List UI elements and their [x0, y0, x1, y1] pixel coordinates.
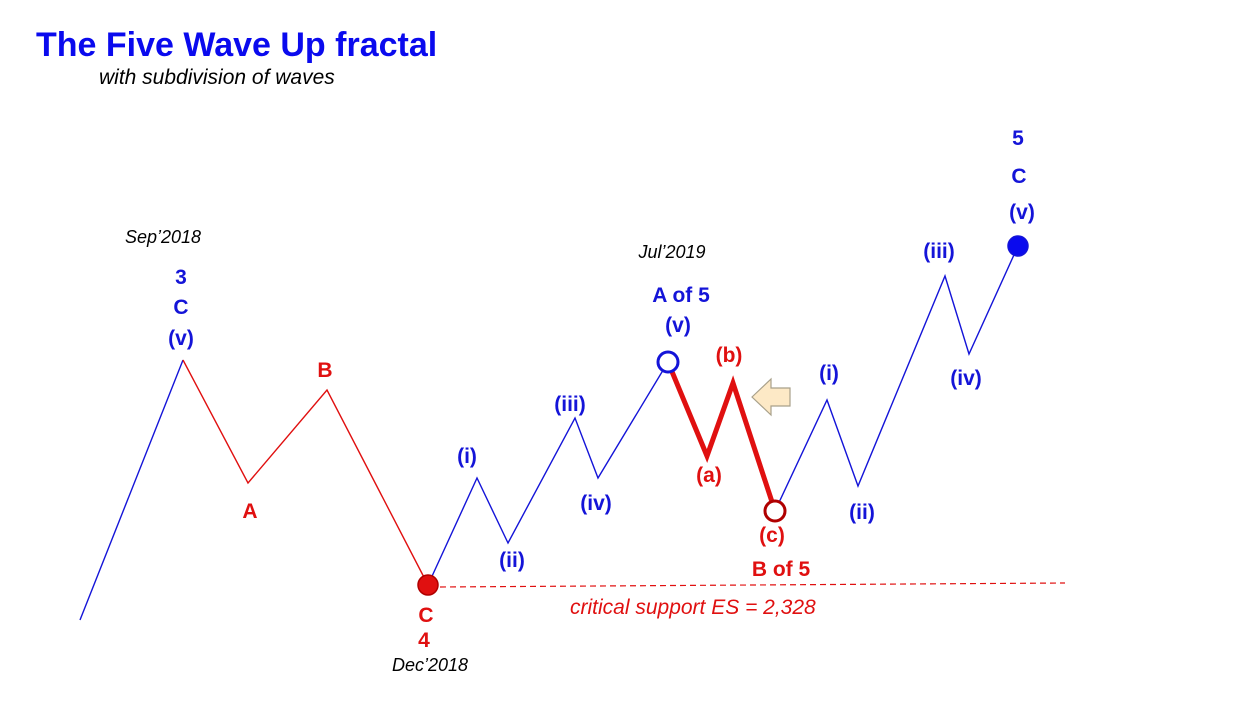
- wave-4-marker: [417, 574, 439, 596]
- label-c-iv: (iv): [950, 367, 982, 390]
- label-red-a: (a): [696, 464, 722, 487]
- label-wave-3-v: (v): [168, 327, 194, 350]
- wave-a-of-5-marker: [656, 350, 680, 374]
- label-b-of-5: B of 5: [752, 558, 811, 581]
- wave-5-marker: [1007, 235, 1029, 257]
- label-c-iii: (iii): [923, 240, 955, 263]
- support-label: critical support ES = 2,328: [570, 596, 816, 619]
- diagram-title: The Five Wave Up fractal: [36, 26, 437, 64]
- left-arrow-icon: [751, 377, 791, 417]
- label-red-c: (c): [759, 524, 785, 547]
- label-a-of-5: A of 5: [652, 284, 710, 307]
- label-red-b: (b): [716, 344, 743, 367]
- label-wave-5-v: (v): [1009, 201, 1035, 224]
- label-corr-b: B: [317, 359, 332, 382]
- label-wave-5: 5: [1012, 127, 1024, 150]
- support-line: [439, 582, 1066, 588]
- date-sep2018: Sep’2018: [125, 227, 201, 247]
- wave-c-of-5-leg: [774, 245, 1019, 512]
- date-dec2018: Dec’2018: [392, 655, 468, 675]
- label-wave-3: 3: [175, 266, 187, 289]
- wave-4-correction: [182, 359, 429, 586]
- label-wave-3-c: C: [173, 296, 188, 319]
- label-corr-a: A: [242, 500, 257, 523]
- label-sub-iv: (iv): [580, 492, 612, 515]
- wave-b-of-5-marker: [763, 499, 787, 523]
- label-sub-ii: (ii): [499, 549, 525, 572]
- label-wave-4: 4: [418, 629, 430, 652]
- wave-b-of-5-correction: [665, 361, 778, 512]
- label-sub-iii: (iii): [554, 393, 586, 416]
- diagram-subtitle: with subdivision of waves: [99, 66, 335, 89]
- label-wave-4-c: C: [418, 604, 433, 627]
- label-sub-i: (i): [457, 445, 477, 468]
- label-wave-5-c: C: [1011, 165, 1026, 188]
- date-jul2019: Jul’2019: [637, 242, 705, 262]
- label-c-i: (i): [819, 362, 839, 385]
- label-c-ii: (ii): [849, 501, 875, 524]
- wave-a-of-5-leg: [427, 361, 669, 586]
- wave-3-leg: [79, 359, 184, 621]
- label-a-of-5-v: (v): [665, 314, 691, 337]
